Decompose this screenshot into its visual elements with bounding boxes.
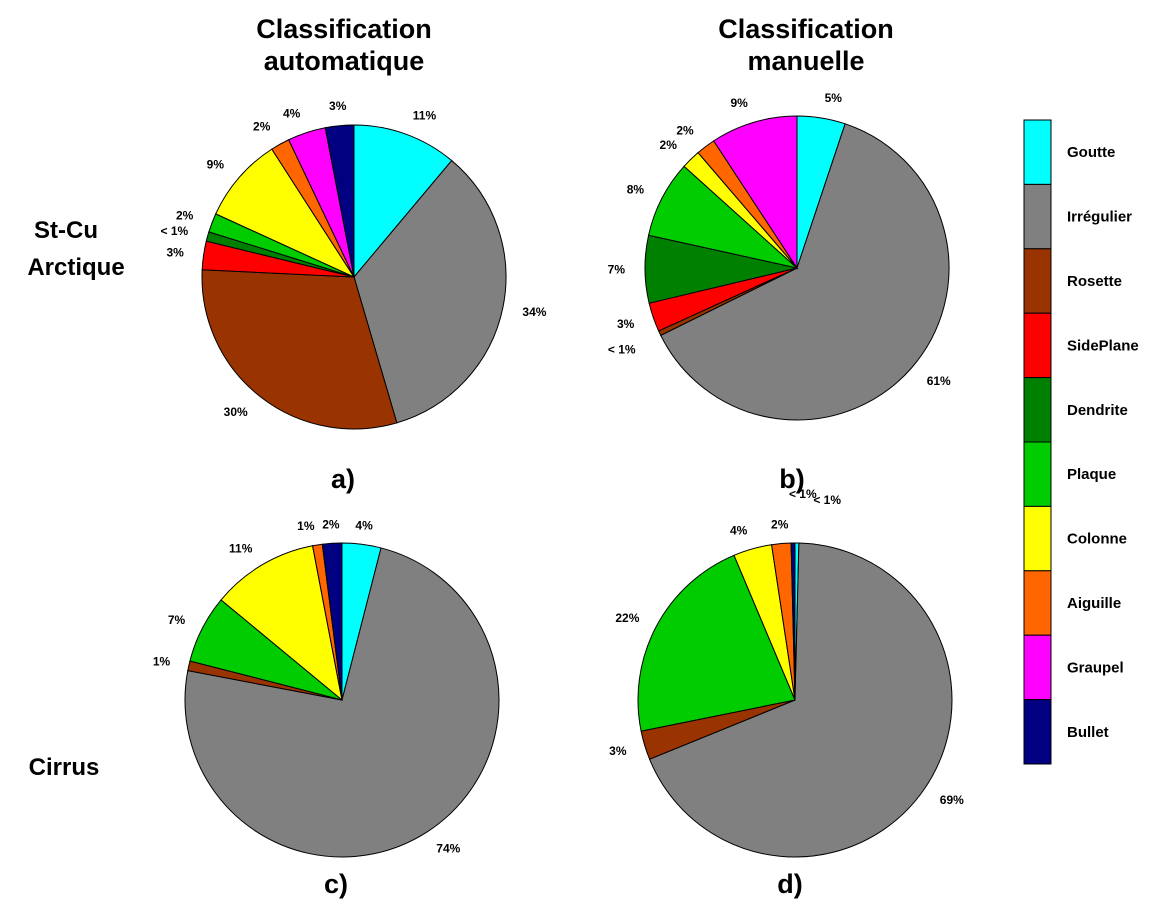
- pie-b-label-plaque: 8%: [627, 182, 645, 196]
- pie-b-label-irregulier: 61%: [927, 374, 951, 388]
- pie-a-label-rosette: 30%: [224, 405, 248, 419]
- pie-a-label-graupel: 4%: [283, 107, 301, 121]
- legend-label-dendrite: Dendrite: [1067, 402, 1128, 419]
- legend-swatch-dendrite: [1023, 377, 1052, 443]
- pie-b-label-aiguille: 2%: [676, 124, 694, 138]
- pie-d-label-irregulier: 69%: [940, 793, 964, 807]
- pie-a-label-bullet: 3%: [329, 99, 347, 113]
- pie-d-slice-irregulier: [648, 542, 953, 858]
- pie-b-label-colonne: 2%: [660, 138, 678, 152]
- legend-label-plaque: Plaque: [1067, 466, 1116, 483]
- pie-d-label-aiguille: 2%: [771, 518, 789, 532]
- legend-swatch-sideplane: [1023, 312, 1052, 379]
- pie-a-slice-goutte: [353, 124, 453, 279]
- pie-a-slice-rosette: [201, 269, 398, 430]
- legend-swatch-colonne: [1023, 505, 1052, 572]
- legend-swatch-goutte: [1023, 119, 1052, 185]
- pie-c-label-colonne: 11%: [229, 542, 253, 556]
- legend-swatch-plaque: [1023, 441, 1052, 507]
- column-title-auto-line1: Classification: [256, 14, 432, 44]
- pie-c-label-plaque: 7%: [168, 613, 186, 627]
- pie-chart-c: 4% 74% 1% 7% 11% 1% 2%: [153, 517, 500, 858]
- pie-b-label-dendrite: 7%: [608, 262, 626, 276]
- legend-label-aiguille: Aiguille: [1067, 595, 1121, 612]
- row-label-stcu-line2: Arctique: [27, 254, 124, 281]
- pie-a-label-aiguille: 2%: [253, 120, 271, 134]
- legend-label-bullet: Bullet: [1067, 724, 1109, 741]
- legend-swatch-bullet: [1023, 699, 1052, 765]
- panel-label-d: d): [777, 869, 802, 899]
- pie-c-label-rosette: 1%: [153, 655, 171, 669]
- pie-a-label-dendrite: < 1%: [161, 224, 189, 238]
- pie-c-slice-irregulier: [184, 547, 500, 858]
- legend-swatch-irregulier: [1023, 183, 1052, 250]
- pie-a-slice-bullet: [324, 124, 355, 278]
- panel-label-c: c): [324, 869, 348, 899]
- legend-label-irregulier: Irrégulier: [1067, 209, 1132, 226]
- row-label-stcu-line1: St-Cu: [34, 217, 98, 244]
- pie-a-label-goutte: 11%: [413, 108, 437, 122]
- pie-a-label-plaque: 2%: [176, 209, 194, 223]
- panel-label-b: b): [779, 464, 804, 494]
- legend-swatch-graupel: [1023, 634, 1052, 701]
- pie-a-label-irregulier: 34%: [522, 305, 546, 319]
- pie-c-slice-bullet: [321, 542, 343, 701]
- panel-label-a: a): [331, 464, 355, 494]
- legend: Goutte Irrégulier Rosette SidePlane Dendrite…: [1023, 119, 1139, 765]
- pie-c-slice-colonne: [220, 545, 343, 702]
- pie-d-label-bullet: < 1%: [789, 487, 817, 501]
- pie-b-slice-irregulier: [660, 123, 950, 421]
- legend-label-rosette: Rosette: [1067, 273, 1122, 290]
- pie-b-label-sideplane: 3%: [617, 317, 635, 331]
- legend-swatch-rosette: [1023, 248, 1052, 314]
- pie-d-slice-bullet: [790, 542, 796, 701]
- pie-c-label-goutte: 4%: [355, 518, 373, 532]
- pie-d-slice-plaque: [637, 554, 796, 732]
- pie-b-label-rosette: < 1%: [608, 343, 636, 357]
- pie-d-label-goutte: < 1%: [813, 493, 841, 507]
- legend-label-sideplane: SidePlane: [1067, 337, 1139, 354]
- pie-chart-d: < 1% 69% 3% 22% 4% 2% < 1%: [609, 487, 964, 858]
- pie-d-label-plaque: 22%: [615, 611, 639, 625]
- pie-chart-b: 5% 61% < 1% 3% 7% 8% 2%2% 9%: [608, 91, 951, 421]
- pie-d-label-rosette: 3%: [609, 744, 627, 758]
- pie-chart-a: 11%34%30%3%< 1%2%9%2%4%3%: [161, 99, 547, 430]
- pie-b-slice-graupel: [713, 115, 798, 270]
- pie-a-slice-colonne: [215, 148, 356, 279]
- legend-label-goutte: Goutte: [1067, 144, 1115, 161]
- pie-d-label-colonne: 4%: [730, 524, 748, 538]
- pie-a-label-sideplane: 3%: [166, 246, 184, 260]
- pie-c-label-irregulier: 74%: [436, 842, 460, 856]
- column-title-auto-line2: automatique: [264, 46, 425, 76]
- column-title-manual-line2: manuelle: [747, 46, 864, 76]
- column-title-manual-line1: Classification: [718, 14, 894, 44]
- legend-label-colonne: Colonne: [1067, 531, 1127, 548]
- row-label-cirrus: Cirrus: [29, 754, 100, 781]
- legend-label-graupel: Graupel: [1067, 659, 1124, 676]
- pie-a-slice-irregulier: [353, 159, 507, 424]
- pie-a-label-colonne: 9%: [207, 157, 225, 171]
- pie-c-label-bullet: 2%: [322, 517, 340, 531]
- pie-c-label-aiguille: 1%: [297, 519, 315, 533]
- pie-b-label-goutte: 5%: [825, 91, 843, 105]
- pie-b-label-graupel: 9%: [730, 96, 748, 110]
- legend-swatch-aiguille: [1023, 570, 1052, 636]
